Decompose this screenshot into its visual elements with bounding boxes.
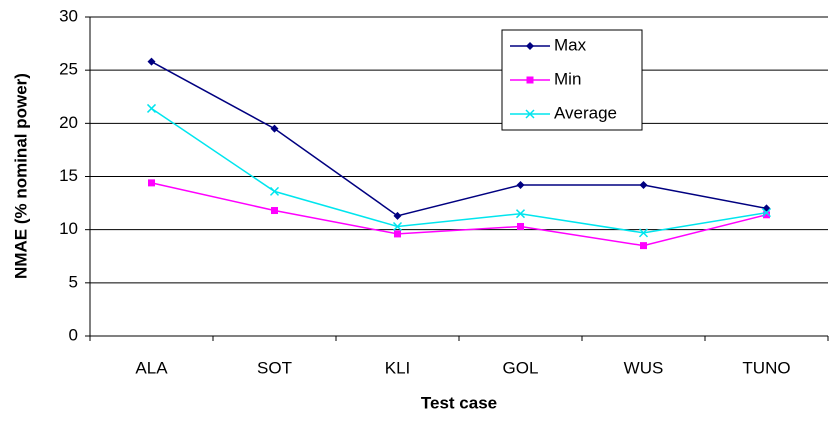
marker <box>526 76 534 84</box>
marker <box>269 186 280 196</box>
x-tick-label: SOT <box>257 358 292 377</box>
marker <box>271 207 278 215</box>
x-axis-label: Test case <box>421 393 497 412</box>
y-tick-label: 0 <box>69 325 78 344</box>
series-line <box>151 61 767 217</box>
legend: Max Min Average <box>501 29 643 131</box>
marker <box>639 181 648 190</box>
marker <box>640 242 647 250</box>
y-tick-label: 25 <box>59 60 78 79</box>
legend-label: Min <box>554 69 581 88</box>
marker <box>147 57 156 66</box>
marker <box>392 221 403 232</box>
marker <box>148 179 155 187</box>
legend-label: Average <box>554 103 617 122</box>
y-tick-label: 10 <box>59 219 78 238</box>
x-tick-label: KLI <box>385 358 411 377</box>
x-tick-label: ALA <box>135 358 168 377</box>
y-tick-label: 30 <box>59 6 78 25</box>
marker <box>517 222 524 230</box>
legend-label: Max <box>554 35 587 54</box>
marker <box>146 103 157 113</box>
marker <box>270 124 279 133</box>
marker <box>762 204 771 213</box>
series-line <box>151 107 767 234</box>
marker <box>525 109 535 119</box>
y-tick-label: 15 <box>59 166 78 185</box>
x-tick-label: TUNO <box>742 358 790 377</box>
marker <box>526 42 534 50</box>
marker <box>638 228 649 238</box>
marker <box>393 211 402 220</box>
x-tick-label: WUS <box>624 358 664 377</box>
marker <box>761 208 772 218</box>
marker <box>763 211 770 219</box>
marker <box>515 209 526 219</box>
marker <box>394 230 401 238</box>
y-tick-label: 5 <box>69 272 78 291</box>
marker <box>516 181 525 190</box>
y-tick-label: 20 <box>59 113 78 132</box>
y-axis-label: NMAE (% nominal power) <box>11 73 30 279</box>
x-tick-label: GOL <box>503 358 539 377</box>
series-line <box>151 182 767 247</box>
